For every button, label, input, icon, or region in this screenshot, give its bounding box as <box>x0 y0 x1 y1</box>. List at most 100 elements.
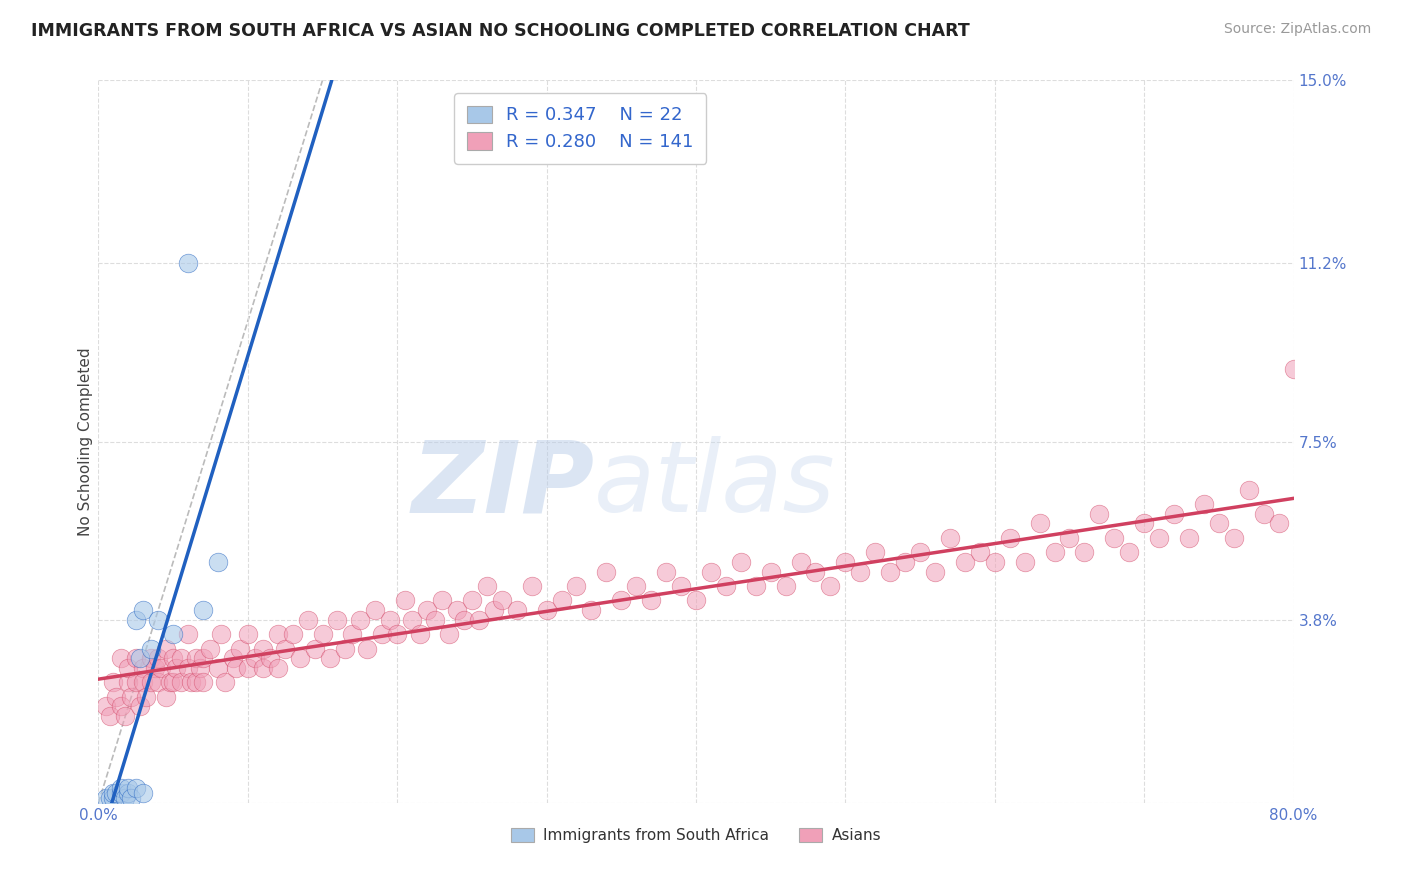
Point <box>1104 531 1126 545</box>
Point <box>297 613 319 627</box>
Point <box>998 531 1021 545</box>
Point <box>1014 555 1036 569</box>
Point <box>714 579 737 593</box>
Point <box>117 786 139 800</box>
Point <box>236 627 259 641</box>
Point <box>1282 362 1305 376</box>
Point <box>267 661 290 675</box>
Point <box>550 593 572 607</box>
Text: atlas: atlas <box>595 436 837 533</box>
Point <box>304 641 326 656</box>
Point <box>110 781 132 796</box>
Point <box>245 651 267 665</box>
Point <box>155 690 177 704</box>
Point <box>103 675 125 690</box>
Point <box>319 651 342 665</box>
Point <box>939 531 962 545</box>
Point <box>1133 516 1156 531</box>
Point <box>129 651 152 665</box>
Point <box>200 641 222 656</box>
Point <box>159 675 181 690</box>
Point <box>229 641 252 656</box>
Point <box>446 603 468 617</box>
Point <box>139 641 162 656</box>
Point <box>378 613 401 627</box>
Point <box>333 641 356 656</box>
Text: IMMIGRANTS FROM SOUTH AFRICA VS ASIAN NO SCHOOLING COMPLETED CORRELATION CHART: IMMIGRANTS FROM SOUTH AFRICA VS ASIAN NO… <box>31 22 970 40</box>
Point <box>236 661 259 675</box>
Point <box>169 675 191 690</box>
Point <box>1073 545 1095 559</box>
Point <box>139 651 162 665</box>
Point <box>148 675 170 690</box>
Point <box>103 791 125 805</box>
Point <box>894 555 917 569</box>
Point <box>924 565 946 579</box>
Point <box>209 627 232 641</box>
Point <box>342 627 364 641</box>
Point <box>1028 516 1050 531</box>
Point <box>125 675 148 690</box>
Point <box>120 690 142 704</box>
Point <box>1298 531 1320 545</box>
Point <box>834 555 856 569</box>
Point <box>150 661 173 675</box>
Point <box>274 641 297 656</box>
Point <box>745 579 768 593</box>
Point <box>364 603 387 617</box>
Point <box>820 579 842 593</box>
Point <box>184 675 207 690</box>
Point <box>520 579 543 593</box>
Point <box>475 579 498 593</box>
Legend: Immigrants from South Africa, Asians: Immigrants from South Africa, Asians <box>505 822 887 849</box>
Text: ZIP: ZIP <box>412 436 595 533</box>
Point <box>132 661 155 675</box>
Point <box>700 565 723 579</box>
Point <box>311 627 333 641</box>
Point <box>789 555 811 569</box>
Point <box>177 256 200 270</box>
Point <box>132 786 155 800</box>
Point <box>169 651 191 665</box>
Point <box>394 593 416 607</box>
Point <box>969 545 991 559</box>
Point <box>1208 516 1230 531</box>
Point <box>581 603 603 617</box>
Point <box>1147 531 1170 545</box>
Point <box>103 786 125 800</box>
Point <box>1237 483 1260 497</box>
Point <box>222 651 245 665</box>
Point <box>139 675 162 690</box>
Point <box>408 627 430 641</box>
Point <box>214 675 236 690</box>
Point <box>114 709 136 723</box>
Point <box>865 545 887 559</box>
Point <box>1267 516 1289 531</box>
Point <box>439 627 461 641</box>
Point <box>626 579 648 593</box>
Point <box>1163 507 1185 521</box>
Point <box>595 565 617 579</box>
Point <box>1088 507 1111 521</box>
Point <box>356 641 378 656</box>
Point <box>730 555 752 569</box>
Point <box>491 593 513 607</box>
Point <box>184 651 207 665</box>
Point <box>461 593 484 607</box>
Point <box>143 661 166 675</box>
Point <box>288 651 311 665</box>
Point <box>191 603 214 617</box>
Point <box>125 651 148 665</box>
Point <box>132 603 155 617</box>
Point <box>110 699 132 714</box>
Point <box>281 627 304 641</box>
Point <box>1178 531 1201 545</box>
Point <box>207 555 229 569</box>
Point <box>191 651 214 665</box>
Point <box>468 613 491 627</box>
Point <box>685 593 707 607</box>
Point <box>849 565 872 579</box>
Point <box>252 661 274 675</box>
Point <box>105 690 128 704</box>
Point <box>117 661 139 675</box>
